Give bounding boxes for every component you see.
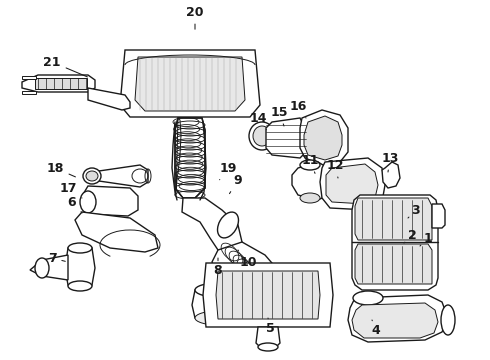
- Polygon shape: [30, 255, 68, 280]
- Text: 11: 11: [301, 153, 319, 174]
- Ellipse shape: [195, 311, 241, 325]
- Text: 13: 13: [381, 152, 399, 172]
- Polygon shape: [135, 57, 245, 111]
- Polygon shape: [432, 204, 445, 228]
- Polygon shape: [256, 327, 280, 347]
- Ellipse shape: [80, 191, 96, 213]
- Polygon shape: [352, 195, 438, 290]
- Polygon shape: [212, 242, 278, 300]
- Polygon shape: [352, 303, 438, 338]
- Text: 10: 10: [238, 250, 257, 269]
- Polygon shape: [22, 75, 95, 92]
- Text: 7: 7: [48, 252, 65, 265]
- Polygon shape: [304, 116, 342, 160]
- Text: 20: 20: [186, 5, 204, 29]
- Ellipse shape: [35, 258, 49, 278]
- Polygon shape: [300, 110, 348, 165]
- Polygon shape: [88, 165, 148, 187]
- Ellipse shape: [195, 283, 241, 297]
- Text: 15: 15: [270, 105, 288, 126]
- Text: 21: 21: [43, 55, 87, 77]
- Ellipse shape: [68, 281, 92, 291]
- Polygon shape: [266, 118, 306, 158]
- Ellipse shape: [218, 212, 239, 238]
- Ellipse shape: [253, 126, 271, 146]
- Text: 5: 5: [266, 318, 274, 334]
- Ellipse shape: [68, 243, 92, 253]
- Polygon shape: [82, 186, 138, 216]
- Polygon shape: [88, 88, 130, 110]
- Text: 8: 8: [214, 258, 222, 276]
- Polygon shape: [35, 78, 87, 89]
- Polygon shape: [382, 162, 400, 188]
- Ellipse shape: [83, 168, 101, 184]
- Text: 1: 1: [420, 231, 432, 246]
- Text: 18: 18: [47, 162, 75, 177]
- Polygon shape: [320, 158, 385, 210]
- Text: 3: 3: [408, 203, 420, 218]
- Ellipse shape: [441, 305, 455, 335]
- Polygon shape: [192, 290, 242, 318]
- Text: 6: 6: [68, 195, 82, 213]
- Text: 17: 17: [59, 181, 82, 198]
- Text: 2: 2: [404, 229, 416, 243]
- Polygon shape: [182, 198, 242, 250]
- Polygon shape: [120, 50, 260, 117]
- Polygon shape: [75, 212, 158, 252]
- Ellipse shape: [249, 122, 275, 150]
- Ellipse shape: [258, 343, 278, 351]
- Text: 19: 19: [220, 162, 237, 180]
- Text: 14: 14: [249, 112, 267, 130]
- Polygon shape: [216, 271, 320, 319]
- Polygon shape: [22, 91, 36, 94]
- Ellipse shape: [353, 291, 383, 305]
- Polygon shape: [65, 248, 95, 285]
- Text: 16: 16: [289, 99, 307, 118]
- Polygon shape: [326, 164, 378, 204]
- Polygon shape: [203, 263, 333, 327]
- Polygon shape: [355, 198, 432, 240]
- Ellipse shape: [300, 160, 320, 170]
- Polygon shape: [355, 244, 432, 284]
- Ellipse shape: [300, 193, 320, 203]
- Polygon shape: [22, 76, 36, 79]
- Ellipse shape: [86, 171, 98, 181]
- Polygon shape: [292, 162, 328, 200]
- Text: 9: 9: [229, 174, 243, 194]
- Text: 4: 4: [371, 320, 380, 337]
- Polygon shape: [348, 295, 448, 342]
- Text: 12: 12: [326, 158, 344, 178]
